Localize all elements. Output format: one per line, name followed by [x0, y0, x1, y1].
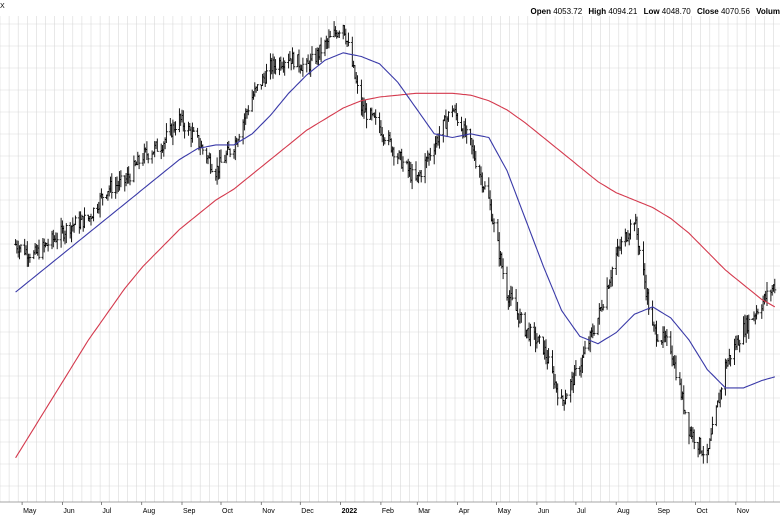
x-tick-label: Oct — [697, 508, 708, 515]
x-tick-label: Jun — [63, 508, 74, 515]
grid-layer — [0, 16, 780, 503]
x-tick-label: Jul — [577, 508, 586, 515]
x-axis: May Jun Jul Aug Sep Oct Nov Dec 2022 Feb Mar Apr May… — [21, 502, 750, 515]
x-tick-label: Feb — [382, 508, 394, 515]
symbol-label: X — [0, 3, 5, 10]
x-tick-label: Jun — [538, 508, 549, 515]
high-value: 4094.21 — [608, 7, 638, 16]
open-label: Open — [530, 7, 551, 16]
high-label: High — [588, 7, 607, 16]
x-tick-label: Nov — [737, 508, 750, 515]
moving-average-layer — [15, 52, 776, 459]
low-value: 4048.70 — [661, 7, 691, 16]
ohlc-readout: Open 4053.72 High 4094.21 Low 4048.70 Cl… — [531, 7, 780, 16]
x-tick-label: Dec — [301, 508, 314, 515]
x-tick-label: Mar — [418, 508, 431, 515]
x-tick-label: 2022 — [342, 508, 358, 515]
long-moving-average-line — [15, 92, 776, 459]
volume-label: Volum — [756, 7, 780, 16]
short-moving-average-line — [15, 52, 775, 389]
x-tick-label: Sep — [658, 508, 671, 515]
x-tick-label: Aug — [617, 508, 630, 515]
x-tick-label: May — [498, 508, 512, 515]
x-tick-label: Nov — [262, 508, 275, 515]
x-tick-label: May — [23, 508, 37, 515]
close-label: Close — [696, 7, 719, 16]
price-bars — [14, 21, 777, 464]
x-tick-label: Apr — [459, 508, 471, 515]
x-tick-label: Sep — [183, 508, 196, 515]
x-tick-label: Aug — [143, 508, 156, 515]
x-tick-label: Jul — [102, 508, 111, 515]
close-value: 4070.56 — [720, 7, 750, 16]
open-value: 4053.72 — [553, 7, 583, 16]
x-tick-label: Oct — [222, 508, 233, 515]
low-label: Low — [643, 7, 660, 16]
